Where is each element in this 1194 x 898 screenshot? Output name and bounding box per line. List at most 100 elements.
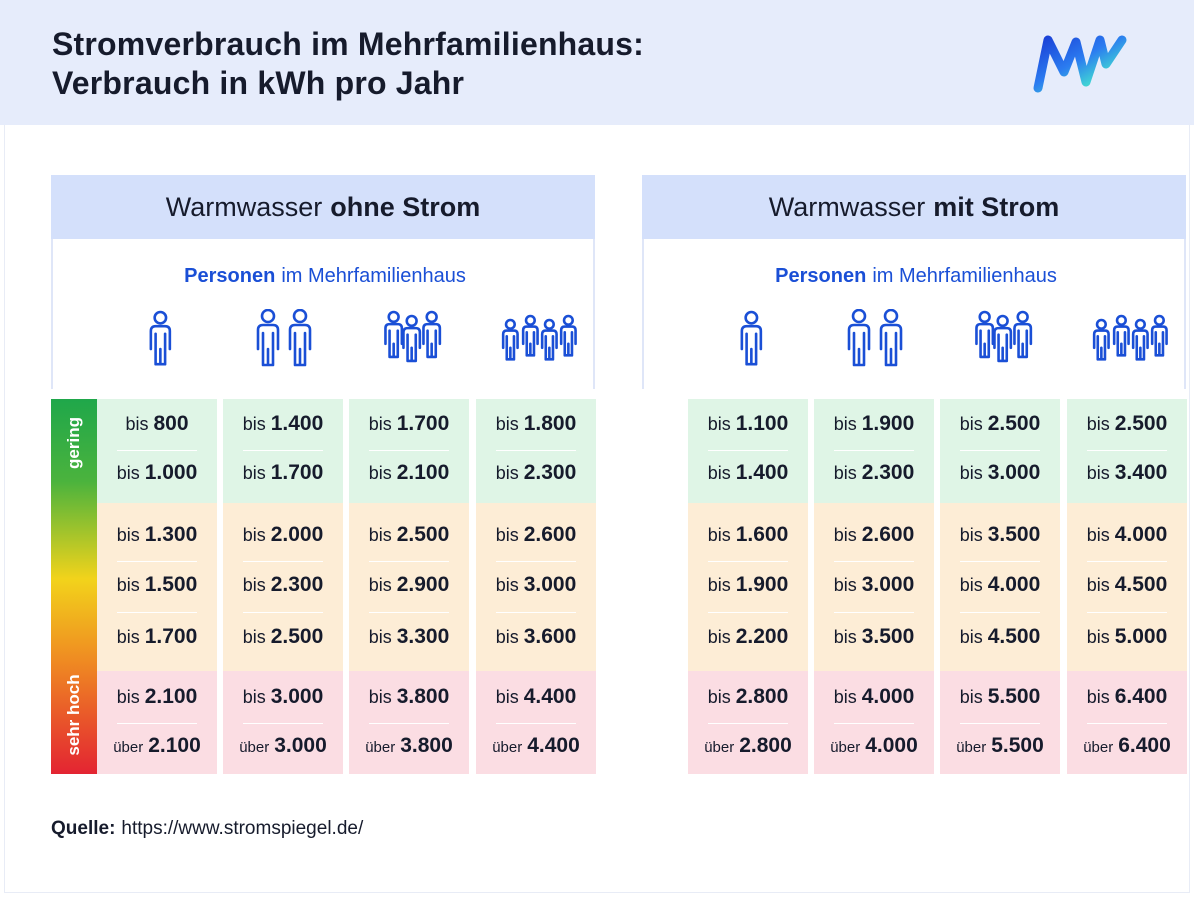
table-cell: bis 3.300 [349, 625, 469, 649]
row-separator [243, 449, 323, 451]
content-frame [4, 125, 1190, 893]
cell-value: 2.200 [735, 625, 789, 648]
row-separator [369, 722, 449, 724]
cell-prefix: bis [242, 463, 266, 483]
table-cell: bis 3.600 [476, 625, 596, 649]
table-cell: bis 2.600 [814, 523, 934, 547]
source-note: Quelle: https://www.stromspiegel.de/ [51, 818, 363, 840]
cell-value: 1.700 [396, 412, 450, 435]
cell-value: 1.000 [144, 461, 198, 484]
cell-value: 3.800 [400, 734, 453, 757]
row-separator [708, 449, 788, 451]
persons-4-group [499, 309, 579, 373]
cell-prefix: bis [116, 463, 140, 483]
table-cell: bis 5.500 [940, 685, 1060, 709]
cell-prefix: bis [707, 687, 731, 707]
table-cell: bis 4.400 [476, 685, 596, 709]
cell-prefix: bis [959, 463, 983, 483]
row-separator [369, 561, 449, 562]
panel-title-regular: Warmwasser [768, 191, 926, 222]
cell-prefix: bis [368, 575, 392, 595]
band-green [940, 399, 1060, 503]
cell-prefix: bis [116, 687, 140, 707]
table-cell: bis 4.000 [1067, 523, 1187, 547]
cell-prefix: bis [495, 687, 519, 707]
row-separator [834, 612, 914, 613]
table-cell: bis 2.300 [223, 573, 343, 597]
cell-prefix: bis [707, 525, 731, 545]
cell-value: 1.700 [144, 625, 198, 648]
table-cell: bis 2.500 [940, 412, 1060, 436]
cell-prefix: bis [368, 687, 392, 707]
cell-prefix: bis [125, 414, 149, 434]
cell-value: 4.000 [987, 573, 1041, 596]
cell-prefix: bis [116, 575, 140, 595]
persons-label-bold: Personen [184, 265, 276, 287]
cell-prefix: bis [833, 463, 857, 483]
cell-value: 3.500 [987, 523, 1041, 546]
band-green [223, 399, 343, 503]
cell-prefix: über [1083, 739, 1114, 756]
cell-prefix: bis [368, 414, 392, 434]
source-label: Quelle: [51, 818, 116, 839]
cell-prefix: über [830, 739, 861, 756]
cell-prefix: bis [833, 687, 857, 707]
table-cell: bis 3.400 [1067, 461, 1187, 485]
table-cell: über 2.100 [97, 734, 217, 758]
cell-prefix: bis [495, 414, 519, 434]
title-line-1: Stromverbrauch im Mehrfamilienhaus: [52, 26, 645, 62]
cell-value: 1.900 [735, 573, 789, 596]
cell-prefix: über [704, 739, 735, 756]
band-green [688, 399, 808, 503]
table-cell: über 6.400 [1067, 734, 1187, 758]
cell-prefix: bis [495, 575, 519, 595]
row-separator [708, 612, 788, 613]
cell-value: 3.000 [523, 573, 577, 596]
row-separator [1087, 722, 1167, 724]
cell-prefix: über [492, 739, 523, 756]
cell-value: 2.300 [861, 461, 915, 484]
table-cell: bis 1.800 [476, 412, 596, 436]
table-cell: bis 4.000 [940, 573, 1060, 597]
persons-4-icon [1092, 314, 1168, 361]
cell-prefix: bis [707, 463, 731, 483]
cell-prefix: bis [959, 687, 983, 707]
cell-value: 2.800 [739, 734, 792, 757]
table-cell: bis 2.300 [476, 461, 596, 485]
band-green [349, 399, 469, 503]
table-cell: bis 2.300 [814, 461, 934, 485]
table-cell: bis 3.000 [223, 685, 343, 709]
cell-value: 2.900 [396, 573, 450, 596]
row-separator [496, 722, 576, 724]
panel-mit-strom: Warmwasser mit Strom Personen im Mehrfami… [642, 175, 1186, 775]
cell-value: 4.000 [861, 685, 915, 708]
table-cell: bis 1.900 [688, 573, 808, 597]
cell-prefix: bis [495, 463, 519, 483]
cell-value: 1.100 [735, 412, 789, 435]
cell-value: 2.300 [270, 573, 324, 596]
cell-prefix: über [365, 739, 396, 756]
cell-prefix: bis [242, 575, 266, 595]
persons-label: Personen im Mehrfamilienhaus [644, 265, 1188, 288]
panel-ohne-strom: Warmwasser ohne Strom Personen im Mehrfam… [51, 175, 595, 775]
row-separator [496, 612, 576, 613]
cell-value: 2.500 [396, 523, 450, 546]
table-cell: bis 3.500 [940, 523, 1060, 547]
cell-prefix: bis [242, 687, 266, 707]
persons-3-group [972, 309, 1036, 373]
cell-prefix: über [239, 739, 270, 756]
cell-value: 6.400 [1114, 685, 1168, 708]
band-orange [940, 503, 1060, 671]
cell-prefix: bis [495, 525, 519, 545]
cell-prefix: bis [495, 627, 519, 647]
table-cell: bis 5.000 [1067, 625, 1187, 649]
cell-prefix: bis [833, 414, 857, 434]
row-separator [708, 722, 788, 724]
persons-2-group [844, 309, 908, 373]
table-cell: bis 2.900 [349, 573, 469, 597]
cell-prefix: bis [368, 627, 392, 647]
cell-value: 3.800 [396, 685, 450, 708]
cell-value: 1.400 [735, 461, 789, 484]
cell-prefix: bis [833, 575, 857, 595]
cell-value: 1.300 [144, 523, 198, 546]
